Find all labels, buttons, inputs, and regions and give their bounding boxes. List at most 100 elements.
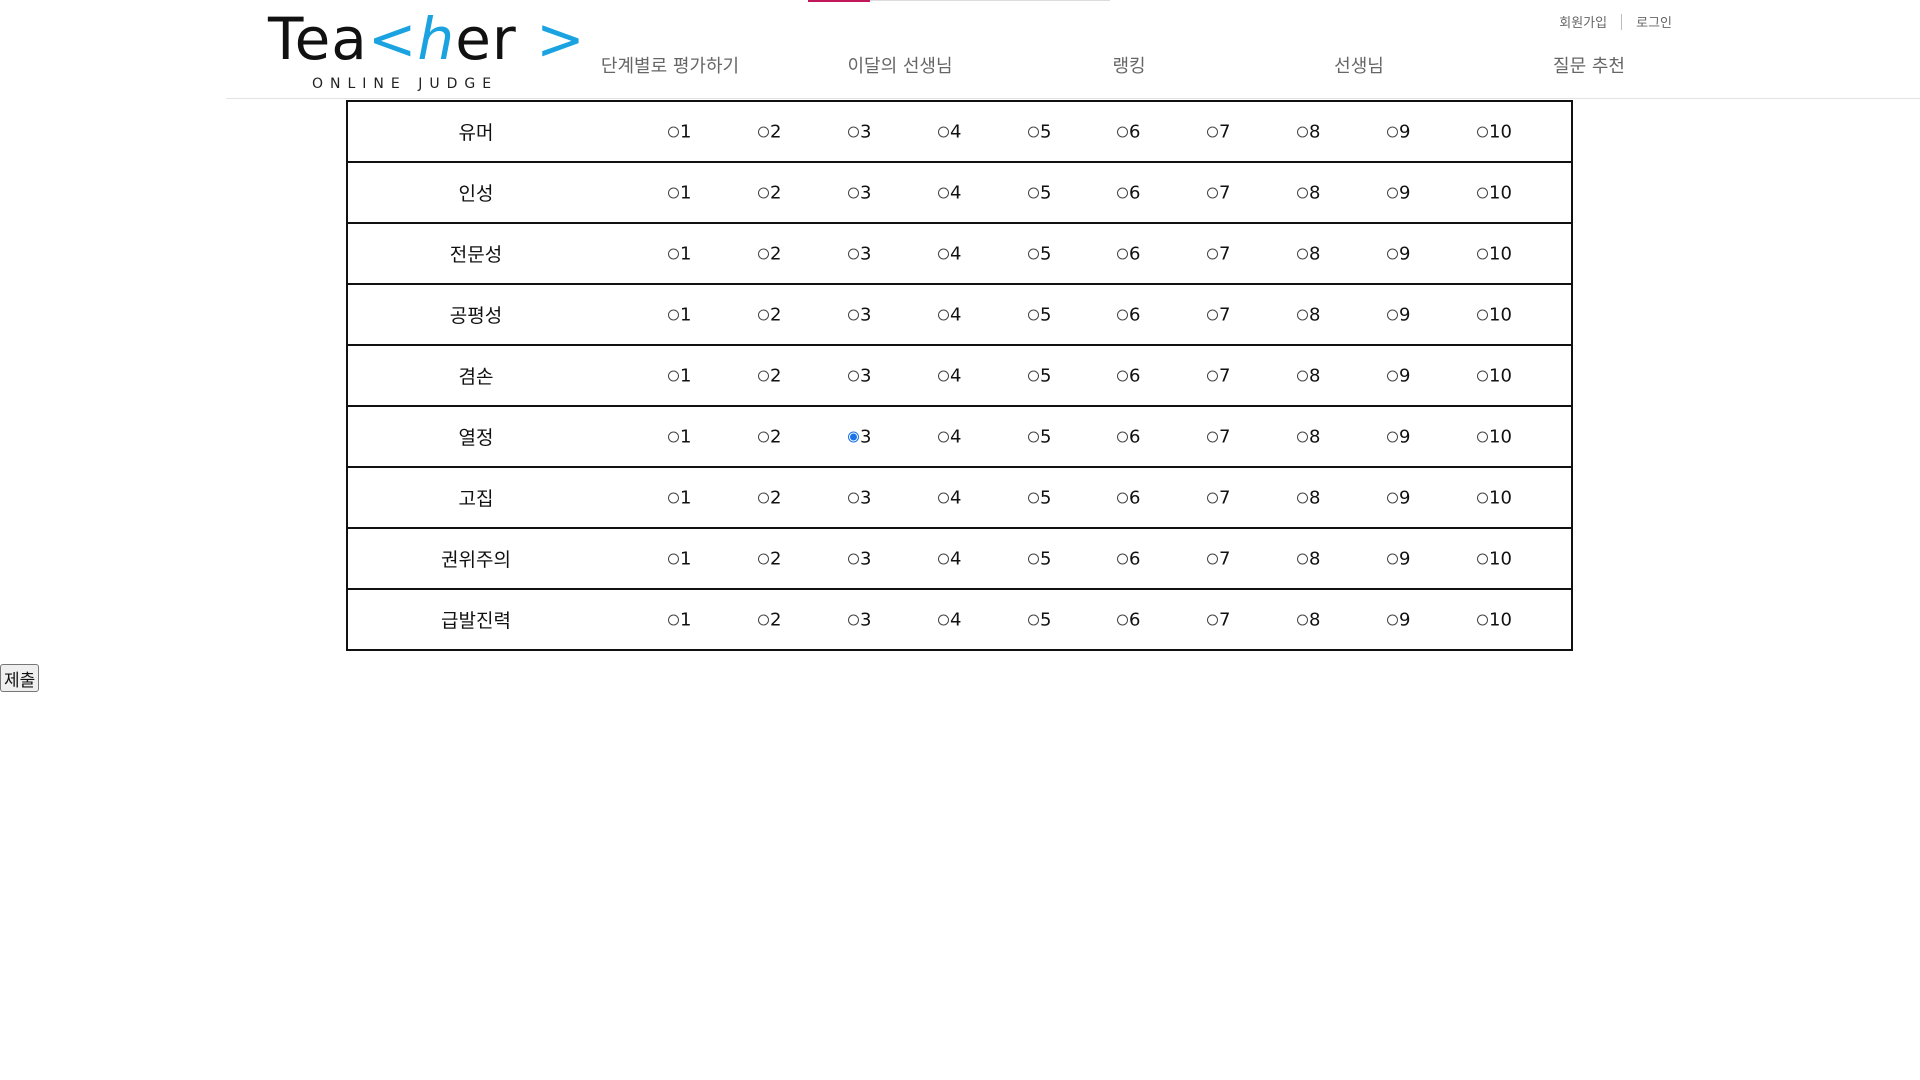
rating-option[interactable]: 8 (1297, 426, 1320, 447)
rating-option[interactable]: 2 (758, 304, 781, 325)
radio-button[interactable] (1117, 614, 1128, 625)
rating-option[interactable]: 4 (938, 609, 961, 630)
rating-option[interactable]: 9 (1387, 243, 1410, 264)
radio-button[interactable] (848, 248, 859, 259)
rating-option[interactable]: 8 (1297, 121, 1320, 142)
rating-option[interactable]: 10 (1477, 609, 1512, 630)
rating-option[interactable]: 5 (1028, 365, 1051, 386)
radio-button[interactable] (1477, 248, 1488, 259)
rating-option[interactable]: 6 (1117, 609, 1140, 630)
radio-button[interactable] (1028, 248, 1039, 259)
rating-option[interactable]: 5 (1028, 609, 1051, 630)
radio-button[interactable] (758, 309, 769, 320)
rating-option[interactable]: 6 (1117, 365, 1140, 386)
nav-item-step-evaluate[interactable]: 단계별로 평가하기 (600, 56, 740, 77)
rating-option[interactable]: 4 (938, 365, 961, 386)
radio-button[interactable] (1028, 614, 1039, 625)
rating-option[interactable]: 9 (1387, 304, 1410, 325)
rating-option[interactable]: 5 (1028, 182, 1051, 203)
radio-button[interactable] (668, 492, 679, 503)
rating-option[interactable]: 1 (668, 121, 691, 142)
rating-option[interactable]: 2 (758, 548, 781, 569)
radio-button[interactable] (848, 309, 859, 320)
rating-option[interactable]: 1 (668, 487, 691, 508)
radio-button[interactable] (1028, 309, 1039, 320)
rating-option[interactable]: 2 (758, 426, 781, 447)
rating-option[interactable]: 4 (938, 487, 961, 508)
rating-option[interactable]: 6 (1117, 487, 1140, 508)
radio-button[interactable] (1387, 431, 1398, 442)
radio-button[interactable] (668, 309, 679, 320)
radio-button[interactable] (758, 187, 769, 198)
rating-option[interactable]: 1 (668, 243, 691, 264)
rating-option[interactable]: 5 (1028, 243, 1051, 264)
radio-button[interactable] (1387, 553, 1398, 564)
rating-option[interactable]: 2 (758, 182, 781, 203)
radio-button[interactable] (758, 248, 769, 259)
radio-button[interactable] (1028, 492, 1039, 503)
rating-option[interactable]: 4 (938, 243, 961, 264)
rating-option[interactable]: 7 (1207, 548, 1230, 569)
radio-button[interactable] (1477, 614, 1488, 625)
nav-item-ranking[interactable]: 랭킹 (1112, 56, 1146, 77)
rating-option[interactable]: 1 (668, 548, 691, 569)
rating-option[interactable]: 4 (938, 426, 961, 447)
rating-option[interactable]: 5 (1028, 304, 1051, 325)
radio-button[interactable] (1207, 614, 1218, 625)
radio-button[interactable] (938, 309, 949, 320)
signup-link[interactable]: 회원가입 (1559, 16, 1608, 31)
rating-option[interactable]: 9 (1387, 487, 1410, 508)
rating-option[interactable]: 3 (848, 487, 871, 508)
radio-button[interactable] (848, 553, 859, 564)
site-logo[interactable]: Tea<her > ONLINE JUDGE (268, 6, 585, 96)
rating-option[interactable]: 5 (1028, 121, 1051, 142)
radio-button[interactable] (1477, 431, 1488, 442)
nav-item-question-recommend[interactable]: 질문 추천 (1553, 56, 1625, 77)
radio-button[interactable] (1387, 126, 1398, 137)
rating-option[interactable]: 8 (1297, 487, 1320, 508)
rating-option[interactable]: 6 (1117, 243, 1140, 264)
radio-button[interactable] (1117, 553, 1128, 564)
radio-button[interactable] (1117, 309, 1128, 320)
radio-button[interactable] (758, 614, 769, 625)
rating-option[interactable]: 7 (1207, 304, 1230, 325)
radio-button[interactable] (668, 431, 679, 442)
rating-option[interactable]: 10 (1477, 243, 1512, 264)
radio-button[interactable] (1477, 553, 1488, 564)
radio-button[interactable] (758, 553, 769, 564)
radio-button[interactable] (1117, 431, 1128, 442)
radio-button[interactable] (1117, 370, 1128, 381)
radio-button[interactable] (1387, 370, 1398, 381)
radio-button[interactable] (938, 370, 949, 381)
rating-option[interactable]: 7 (1207, 365, 1230, 386)
rating-option[interactable]: 1 (668, 365, 691, 386)
radio-button[interactable] (758, 370, 769, 381)
rating-option[interactable]: 3 (848, 243, 871, 264)
rating-option[interactable]: 3 (848, 182, 871, 203)
radio-button[interactable] (1028, 431, 1039, 442)
radio-button[interactable] (1117, 248, 1128, 259)
radio-button[interactable] (1297, 187, 1308, 198)
rating-option[interactable]: 10 (1477, 121, 1512, 142)
rating-option[interactable]: 4 (938, 182, 961, 203)
radio-button[interactable] (1207, 370, 1218, 381)
rating-option[interactable]: 9 (1387, 426, 1410, 447)
rating-option[interactable]: 10 (1477, 548, 1512, 569)
radio-button[interactable] (1477, 492, 1488, 503)
rating-option[interactable]: 1 (668, 609, 691, 630)
radio-button[interactable] (938, 248, 949, 259)
rating-option[interactable]: 10 (1477, 365, 1512, 386)
rating-option[interactable]: 7 (1207, 243, 1230, 264)
rating-option[interactable]: 3 (848, 426, 871, 447)
rating-option[interactable]: 9 (1387, 182, 1410, 203)
radio-button[interactable] (938, 431, 949, 442)
rating-option[interactable]: 3 (848, 609, 871, 630)
rating-option[interactable]: 8 (1297, 182, 1320, 203)
radio-button[interactable] (1117, 126, 1128, 137)
rating-option[interactable]: 7 (1207, 121, 1230, 142)
rating-option[interactable]: 3 (848, 121, 871, 142)
radio-button[interactable] (668, 370, 679, 381)
radio-button[interactable] (1117, 187, 1128, 198)
radio-button[interactable] (758, 431, 769, 442)
rating-option[interactable]: 2 (758, 609, 781, 630)
